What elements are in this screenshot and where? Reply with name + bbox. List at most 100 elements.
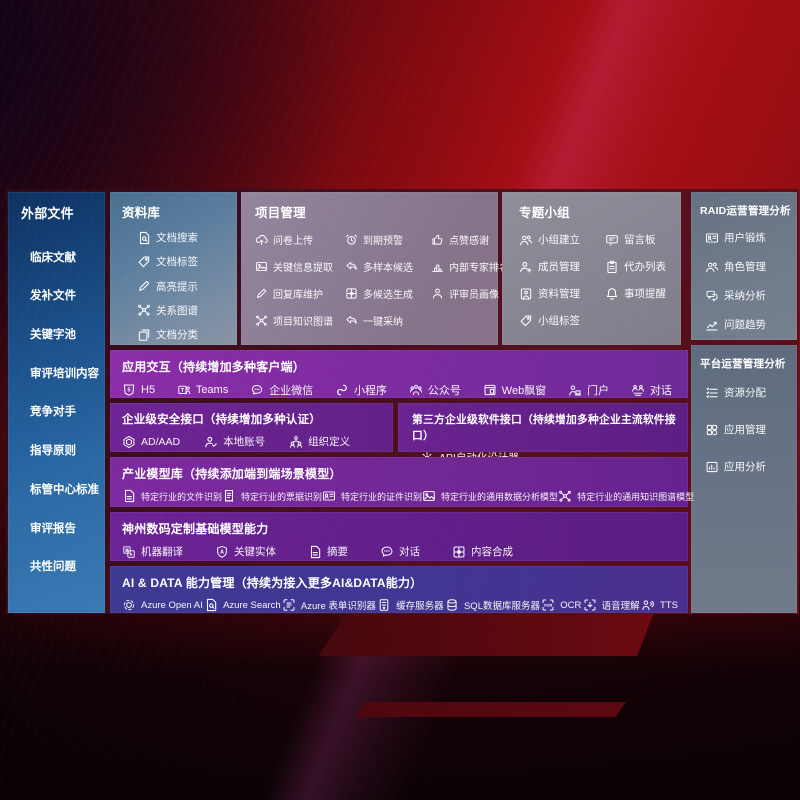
feature-item[interactable]: 小组建立: [519, 232, 605, 247]
feature-item[interactable]: 成员管理: [519, 259, 605, 274]
service-item[interactable]: OCR: [541, 598, 581, 612]
doc-search-icon: [204, 598, 218, 612]
feature-item[interactable]: 问题趋势: [705, 317, 791, 332]
client-item-label: Teams: [195, 384, 229, 396]
ai-data-management-items: Azure Open AI Azure Search Azure 表单识别器 缓存服务…: [122, 598, 688, 612]
person-add-icon: [519, 260, 533, 274]
industry-model-row: 产业模型库（持续添加端到端场景模型） 特定行业的文件识别 特定行业的票据识别 特定行…: [110, 457, 694, 507]
feature-item[interactable]: 关键信息提取: [255, 259, 345, 274]
feature-item-label: 文档搜索: [156, 232, 198, 244]
model-item[interactable]: 特定行业的通用数据分析模型: [422, 489, 558, 503]
feature-item[interactable]: 高亮提示: [137, 279, 237, 294]
feature-item[interactable]: 多样本候选: [345, 259, 431, 274]
service-item[interactable]: Azure Search: [204, 598, 281, 612]
sidebar-item[interactable]: 临床文献: [30, 249, 99, 265]
model-item[interactable]: 特定行业的文件识别: [122, 489, 222, 503]
feature-item-label: 用户锻炼: [724, 232, 766, 244]
feature-item-label: 应用管理: [724, 424, 766, 436]
feature-item[interactable]: 代办列表: [605, 259, 681, 274]
client-item-label: H5: [141, 384, 156, 396]
feature-item[interactable]: 关系图谱: [137, 303, 237, 318]
service-item[interactable]: Azure 表单识别器: [282, 598, 376, 612]
model-item[interactable]: 特定行业的通用知识图谱模型: [558, 489, 694, 503]
feature-item[interactable]: 一键采纳: [345, 313, 431, 328]
feature-item[interactable]: 采纳分析: [705, 288, 791, 303]
feature-item[interactable]: 文档搜索: [137, 230, 237, 245]
feature-item[interactable]: 问卷上传: [255, 232, 345, 247]
feature-item[interactable]: 角色管理: [705, 259, 791, 274]
database-icon: [445, 598, 459, 612]
feature-item[interactable]: 应用分析: [705, 459, 791, 474]
capability-item[interactable]: 内容合成: [452, 544, 513, 559]
capability-item[interactable]: 对话: [380, 544, 420, 559]
client-item[interactable]: H5: [122, 383, 155, 397]
service-item[interactable]: SQL数据库服务器: [445, 598, 540, 612]
sidebar-item[interactable]: 审评报告: [30, 520, 99, 536]
service-item[interactable]: 语音理解: [583, 598, 640, 612]
model-item[interactable]: 特定行业的证件识别: [322, 489, 422, 503]
service-item[interactable]: TTS: [641, 598, 678, 612]
auth-item[interactable]: AD/AAD: [122, 435, 180, 449]
bbs-icon: [605, 233, 619, 247]
clipboard-icon: [605, 260, 619, 274]
sidebar-item[interactable]: 指导原则: [30, 442, 99, 458]
doc-icon: [308, 545, 322, 559]
client-item[interactable]: 门户: [568, 382, 609, 398]
feature-item[interactable]: 小组标签: [519, 313, 605, 328]
feature-item[interactable]: 回复库维护: [255, 286, 345, 301]
feature-item[interactable]: 事项提醒: [605, 286, 681, 301]
capability-item[interactable]: 摘要: [308, 544, 348, 559]
client-item[interactable]: 小程序: [335, 382, 387, 398]
sidebar-item[interactable]: 竞争对手: [30, 403, 99, 419]
feature-item[interactable]: 资源分配: [705, 385, 791, 400]
person-check-icon: [204, 435, 218, 449]
feature-item[interactable]: 多候选生成: [345, 286, 431, 301]
repository-list: 文档搜索文档标签高亮提示关系图谱文档分类: [122, 230, 237, 342]
capability-item[interactable]: 机器翻译: [122, 544, 183, 559]
chat2-icon: [631, 383, 645, 397]
feature-item[interactable]: 评审员画像: [431, 286, 509, 301]
capability-item[interactable]: 关键实体: [215, 544, 276, 559]
service-item[interactable]: 缓存服务器: [377, 598, 444, 612]
project-management-grid: 问卷上传 到期预警 点赞感谢关键信息提取 多样本候选 内部专家排名回复库维护 多候选生成 评…: [255, 232, 509, 328]
auth-item[interactable]: 本地账号: [204, 434, 265, 449]
sidebar-item[interactable]: 发补文件: [30, 287, 99, 303]
dc-foundation-model-row: 神州数码定制基础模型能力 机器翻译 关键实体 摘要 对话 内容合成: [110, 512, 688, 561]
form-icon: [282, 598, 296, 612]
feature-item[interactable]: 文档标签: [137, 254, 237, 269]
client-item[interactable]: 企业微信: [250, 382, 313, 398]
sidebar-item[interactable]: 关键字池: [30, 326, 99, 342]
feature-item[interactable]: 文档分类: [137, 327, 237, 342]
sidebar-item[interactable]: 标管中心标准: [30, 481, 99, 497]
service-item[interactable]: Azure Open AI: [122, 598, 203, 612]
model-item[interactable]: 特定行业的票据识别: [222, 489, 322, 503]
service-item-label: OCR: [560, 599, 582, 611]
dc-foundation-model-title: 神州数码定制基础模型能力: [122, 522, 269, 536]
client-item[interactable]: Web飘窗: [483, 382, 546, 398]
feature-item[interactable]: 项目知识图谱: [255, 313, 345, 328]
reply-icon: [345, 314, 358, 327]
feature-item[interactable]: 留言板: [605, 232, 681, 247]
client-item[interactable]: Teams: [177, 383, 228, 397]
sidebar-item-label: 临床文献: [30, 251, 76, 264]
image-doc-icon: [422, 489, 436, 503]
client-item-label: 对话: [649, 385, 672, 397]
feature-item[interactable]: 应用管理: [705, 422, 791, 437]
external-files-title: 外部文件: [21, 206, 74, 221]
feature-item[interactable]: 用户锻炼: [705, 230, 791, 245]
client-item[interactable]: 公众号: [409, 382, 461, 398]
feature-item-label: 成员管理: [538, 261, 580, 273]
feature-item[interactable]: 内部专家排名: [431, 259, 509, 274]
tts-icon: [641, 598, 655, 612]
auth-item[interactable]: 组织定义: [289, 434, 350, 449]
sidebar-item[interactable]: 审评培训内容: [30, 365, 99, 381]
sidebar-item-label: 竞争对手: [30, 406, 76, 419]
feature-item[interactable]: 资料管理: [519, 286, 605, 301]
sidebar-item[interactable]: 共性问题: [30, 558, 99, 574]
feature-item[interactable]: 到期预警: [345, 232, 431, 247]
feature-item-label: 评审员画像: [449, 290, 499, 301]
external-files-panel: 外部文件 临床文献发补文件关键字池审评培训内容 竞争对手指导原则标管中心标准 审评报…: [8, 192, 105, 613]
feature-item[interactable]: 点赞感谢: [431, 232, 509, 247]
client-item[interactable]: 对话: [631, 382, 672, 398]
feature-item-label: 到期预警: [363, 236, 403, 247]
